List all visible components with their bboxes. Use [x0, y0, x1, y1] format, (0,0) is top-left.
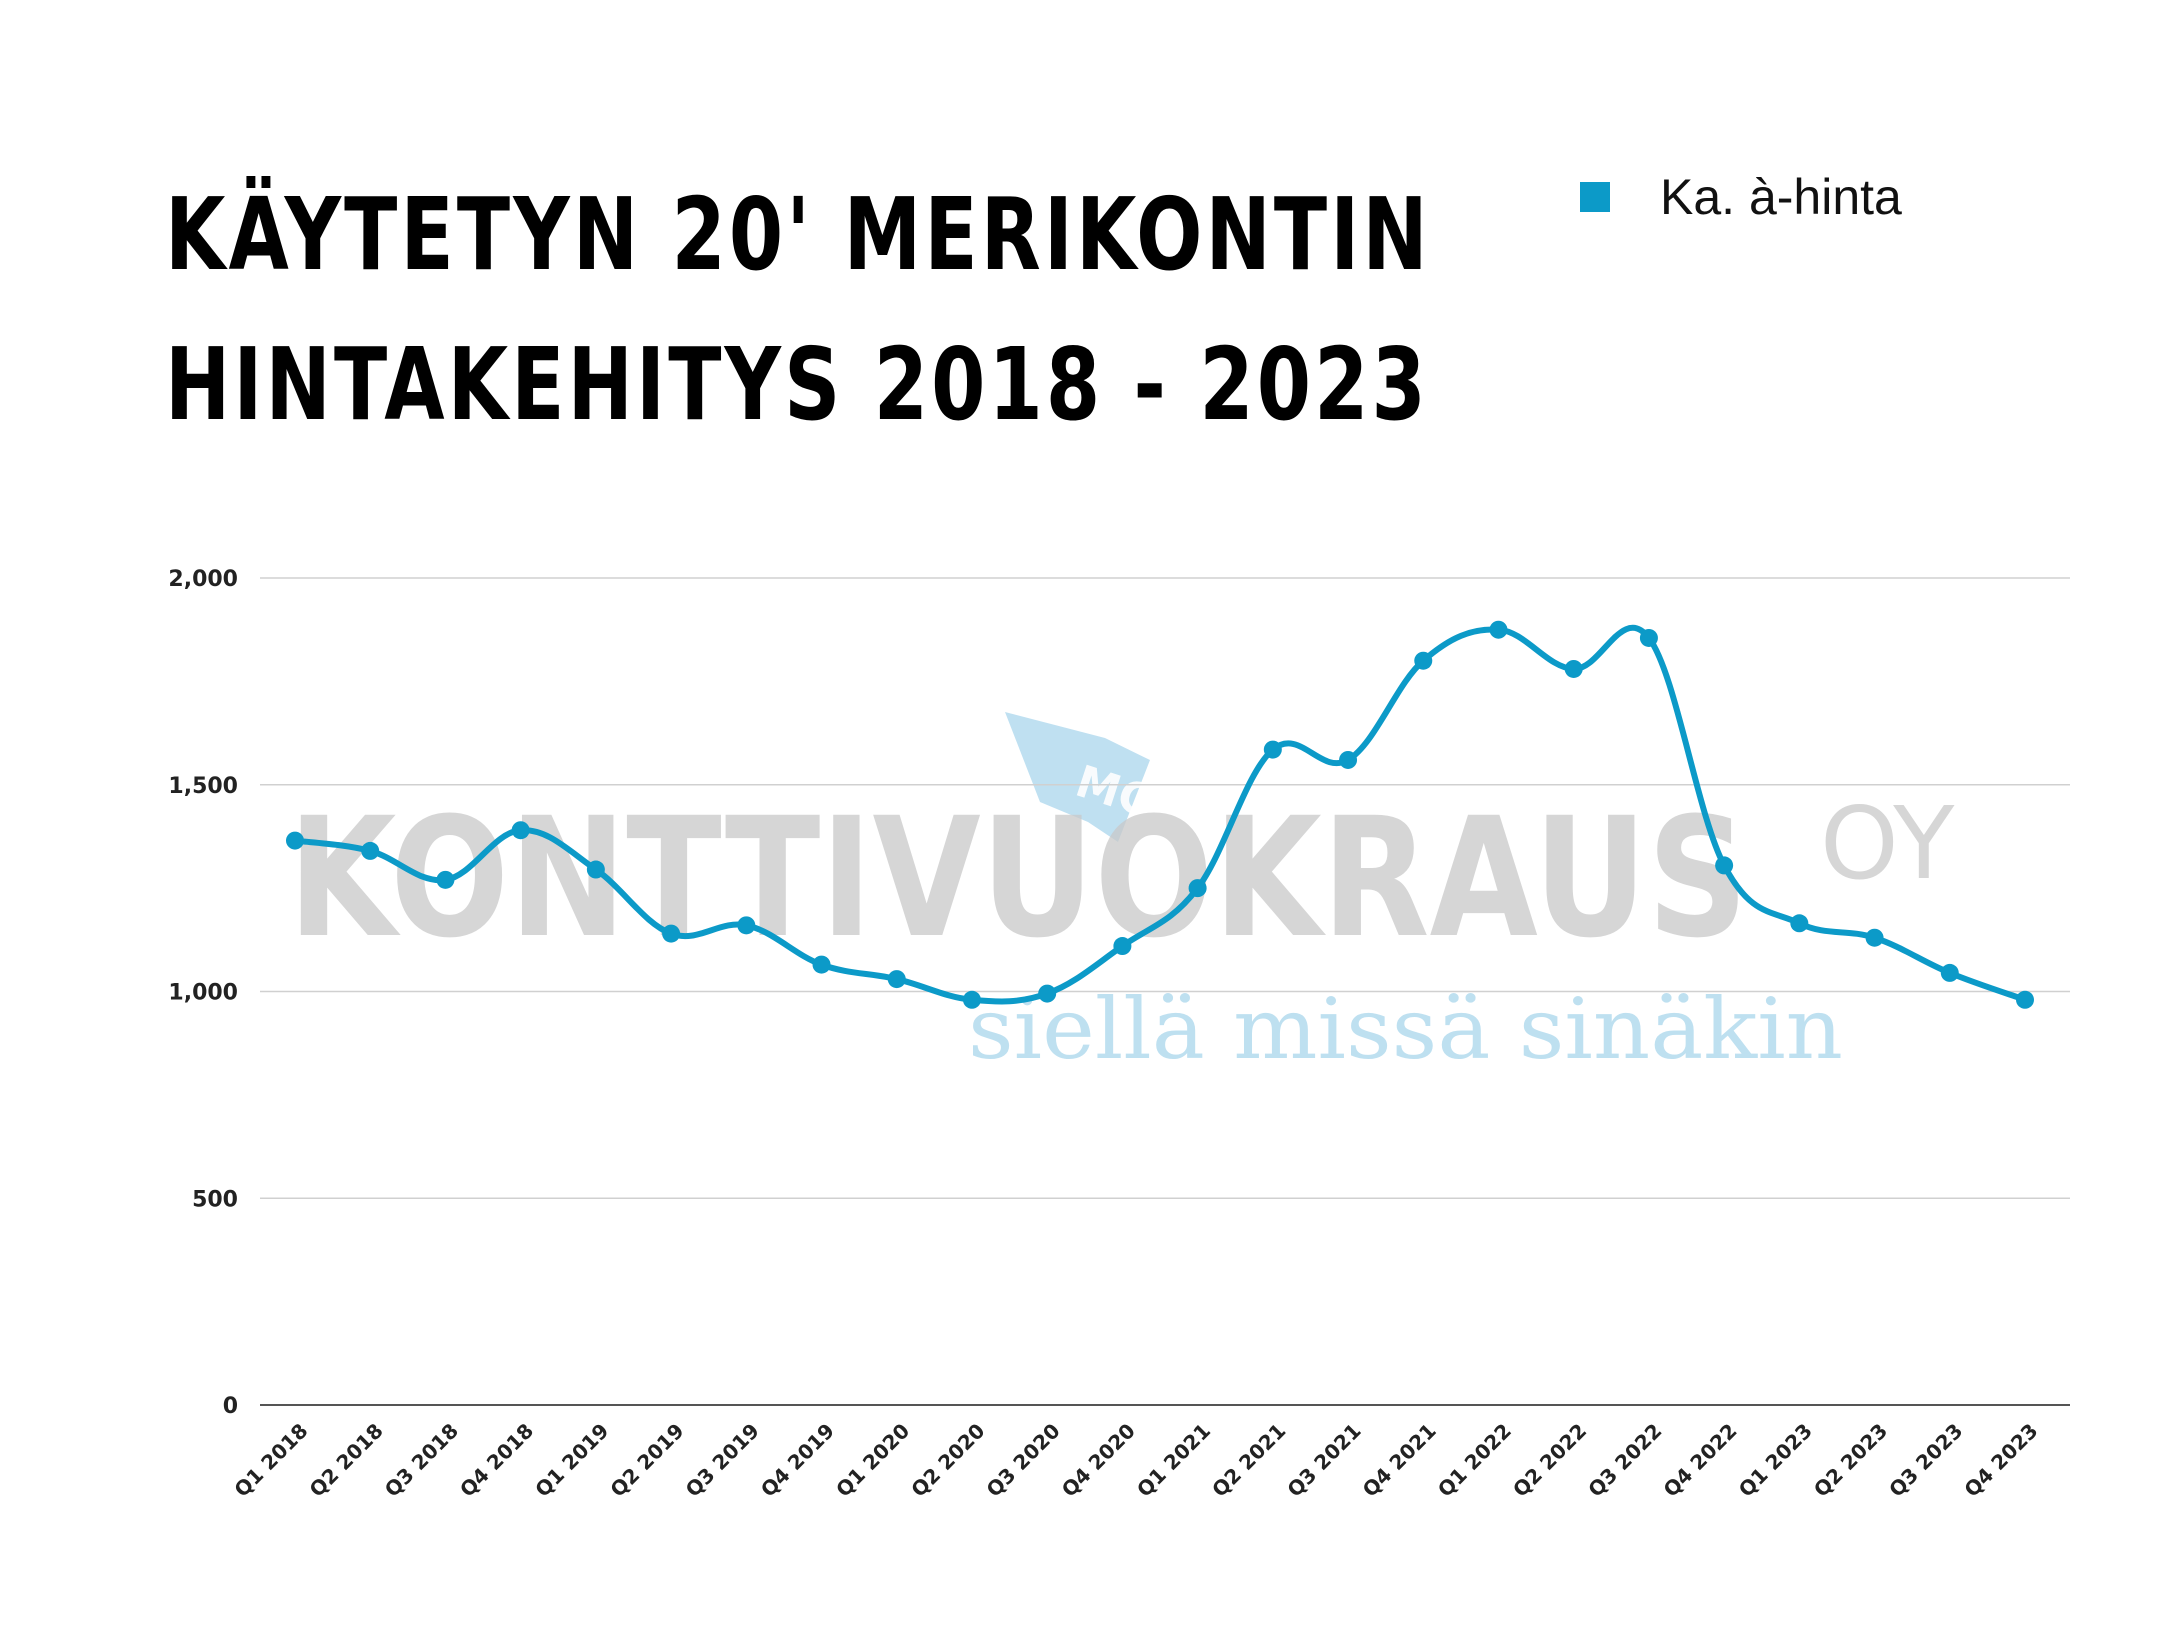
data-point	[286, 831, 304, 850]
y-tick-label: 2,000	[168, 567, 238, 592]
legend-label: Ka. à-hinta	[1660, 169, 1902, 225]
x-tick-label: Q2 2018	[305, 1419, 388, 1502]
data-point	[962, 990, 981, 1009]
x-tick-label: Q1 2023	[1734, 1419, 1817, 1502]
data-point	[436, 870, 455, 889]
data-point	[1715, 856, 1734, 875]
x-tick-label: Q4 2018	[455, 1419, 538, 1502]
data-point	[1639, 628, 1658, 647]
data-point	[511, 821, 530, 840]
data-point	[1038, 984, 1057, 1003]
watermark-tagline: siellä missä sinäkin	[968, 980, 1843, 1078]
watermark-logo: MC KONTTIVUOKRAUS OY siellä missä sinäki…	[288, 712, 1955, 1078]
x-tick-label: Q3 2023	[1884, 1419, 1967, 1502]
data-point	[662, 924, 681, 943]
x-tick-label: Q4 2022	[1659, 1419, 1742, 1502]
x-tick-label: Q3 2022	[1583, 1419, 1666, 1502]
y-tick-label: 1,500	[168, 774, 238, 799]
x-tick-label: Q2 2022	[1508, 1419, 1591, 1502]
data-point	[812, 955, 831, 974]
x-tick-label: Q3 2019	[681, 1419, 764, 1502]
data-point	[1790, 914, 1809, 933]
x-tick-label: Q2 2020	[906, 1419, 989, 1502]
data-point	[737, 916, 756, 935]
x-tick-label: Q1 2021	[1132, 1419, 1215, 1502]
y-axis: 0 500 1,000 1,500 2,000	[168, 567, 238, 1419]
x-tick-label: Q3 2018	[380, 1419, 463, 1502]
data-point	[361, 841, 380, 860]
x-tick-label: Q1 2020	[831, 1419, 914, 1502]
x-tick-label: Q2 2019	[606, 1419, 689, 1502]
x-tick-label: Q4 2020	[1057, 1419, 1140, 1502]
data-point	[1865, 928, 1884, 947]
data-points	[286, 620, 2034, 1009]
watermark-brand-suffix: OY	[1820, 785, 1955, 902]
chart-title-line-2: HINTAKEHITYS 2018 - 2023	[165, 326, 1429, 443]
data-point	[1564, 659, 1583, 678]
x-tick-label: Q4 2019	[756, 1419, 839, 1502]
data-point	[2016, 990, 2034, 1009]
watermark-logo-mark	[1005, 712, 1150, 842]
data-point	[1940, 963, 1959, 982]
x-tick-label: Q2 2023	[1809, 1419, 1892, 1502]
x-tick-label: Q1 2022	[1433, 1419, 1516, 1502]
x-tick-label: Q1 2018	[229, 1419, 312, 1502]
x-tick-label: Q3 2021	[1282, 1419, 1365, 1502]
data-point	[1188, 879, 1207, 898]
chart-title-line-1: KÄYTETYN 20' MERIKONTIN	[165, 176, 1431, 293]
x-tick-label: Q4 2021	[1358, 1419, 1441, 1502]
x-tick-label: Q1 2019	[530, 1419, 613, 1502]
y-tick-label: 0	[223, 1394, 238, 1419]
data-point	[1113, 937, 1132, 956]
chart-title: KÄYTETYN 20' MERIKONTIN HINTAKEHITYS 201…	[165, 160, 1431, 460]
x-tick-label: Q2 2021	[1207, 1419, 1290, 1502]
x-tick-label: Q3 2020	[982, 1419, 1065, 1502]
data-point	[586, 860, 605, 879]
data-point	[1414, 651, 1433, 670]
data-point	[1263, 740, 1282, 759]
data-point	[1489, 620, 1508, 639]
data-point	[1339, 750, 1358, 769]
legend: Ka. à-hinta	[1580, 168, 1902, 226]
gridlines	[260, 577, 2070, 1406]
y-tick-label: 500	[192, 1187, 238, 1212]
legend-swatch	[1580, 182, 1610, 212]
y-tick-label: 1,000	[168, 981, 238, 1006]
x-tick-label: Q4 2023	[1959, 1419, 2042, 1502]
watermark-brand: KONTTIVUOKRAUS	[288, 782, 1748, 974]
data-point	[887, 970, 906, 989]
